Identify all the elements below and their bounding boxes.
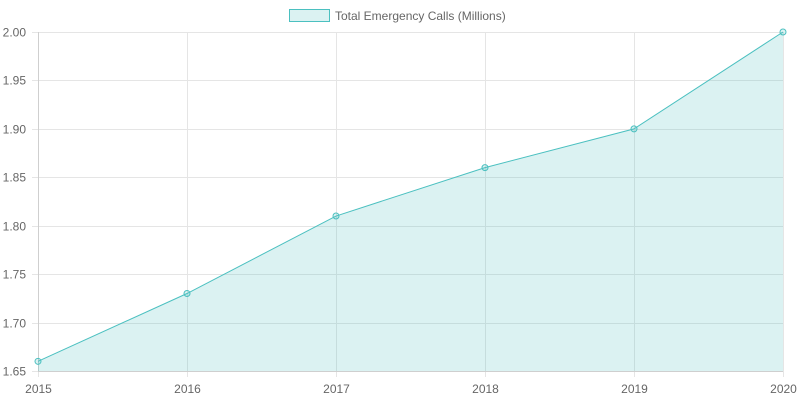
- x-tick-label: 2017: [323, 382, 350, 396]
- y-tick-label: 1.75: [3, 268, 27, 282]
- series-area: [38, 32, 783, 371]
- series: [34, 28, 787, 371]
- x-tick-label: 2019: [621, 382, 648, 396]
- data-point[interactable]: [183, 290, 191, 298]
- grid: [32, 32, 784, 377]
- x-tick-label: 2018: [472, 382, 499, 396]
- legend[interactable]: Total Emergency Calls (Millions): [289, 9, 506, 23]
- legend-label: Total Emergency Calls (Millions): [335, 9, 506, 23]
- series-line: [37, 31, 784, 362]
- data-point[interactable]: [481, 164, 489, 172]
- x-tick-label: 2020: [770, 382, 797, 396]
- y-tick-label: 2.00: [3, 26, 27, 40]
- y-tick-label: 1.70: [3, 317, 27, 331]
- data-point[interactable]: [34, 357, 42, 365]
- tick-labels: 1.65 1.70 1.75 1.80 1.85 1.90 1.95 2.00 2015 2016…: [3, 26, 798, 397]
- y-tick-label: 1.95: [3, 74, 27, 88]
- data-point[interactable]: [332, 212, 340, 220]
- data-point[interactable]: [630, 125, 638, 133]
- y-tick-label: 1.65: [3, 365, 27, 379]
- y-tick-label: 1.90: [3, 123, 27, 137]
- data-point[interactable]: [779, 28, 787, 36]
- x-tick-label: 2015: [25, 382, 52, 396]
- x-tick-label: 2016: [174, 382, 201, 396]
- legend-swatch: [289, 9, 330, 22]
- y-tick-label: 1.80: [3, 220, 27, 234]
- y-tick-label: 1.85: [3, 171, 27, 185]
